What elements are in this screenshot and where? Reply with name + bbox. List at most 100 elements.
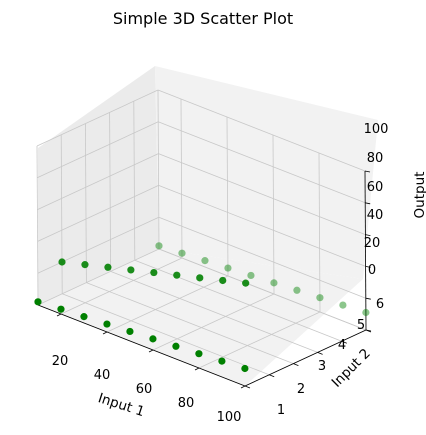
data-point — [149, 335, 157, 343]
y-tick-label: 1 — [277, 403, 285, 418]
x-tick-label: 40 — [94, 368, 111, 383]
data-point — [339, 301, 347, 309]
grid-line — [109, 112, 111, 272]
x-tick-label: 80 — [178, 396, 195, 411]
z-tick-label: 80 — [367, 151, 384, 166]
data-point — [103, 320, 111, 328]
z-tick-mark — [365, 202, 371, 205]
z-tick-mark — [365, 234, 371, 236]
grid-lines — [36, 89, 367, 387]
chart-title: Simple 3D Scatter Plot — [113, 9, 293, 28]
grid-line — [158, 153, 366, 235]
y-axis-line — [244, 329, 367, 387]
y-tick-mark — [317, 352, 323, 355]
tick-marks — [56, 170, 372, 389]
data-point — [241, 364, 249, 373]
grid-line — [36, 145, 39, 306]
grid-line — [158, 216, 366, 299]
grid-line — [198, 311, 321, 369]
grid-line — [110, 271, 318, 353]
data-point — [58, 258, 66, 266]
data-point — [270, 279, 278, 287]
grid-line — [60, 134, 63, 294]
data-point — [34, 298, 42, 306]
data-point — [155, 242, 163, 250]
x-tick-label: 100 — [217, 410, 242, 425]
x-tick-mark — [194, 367, 200, 371]
data-point — [127, 266, 135, 274]
data-point — [81, 261, 89, 269]
z-tick-label: 20 — [364, 236, 381, 251]
grid-line — [37, 216, 159, 274]
grid-line — [37, 121, 159, 179]
y-tick-label: 3 — [318, 359, 326, 374]
y-tick-label: 5 — [357, 318, 365, 333]
grid-line — [152, 293, 275, 351]
z-tick-label: 60 — [367, 180, 384, 195]
data-point — [57, 305, 65, 313]
x-axis-line — [37, 304, 246, 387]
data-point — [219, 276, 227, 285]
z-axis-line — [364, 170, 367, 331]
grid-line — [134, 259, 342, 342]
grid-line — [158, 248, 367, 331]
grid-line — [272, 134, 275, 295]
data-points — [34, 242, 370, 373]
data-point — [80, 313, 88, 321]
y-tick-mark — [244, 385, 251, 389]
y-tick-label: 2 — [297, 382, 305, 397]
axis-lines — [37, 170, 367, 387]
z-tick-mark — [365, 266, 371, 268]
grid-line — [158, 121, 366, 204]
y-tick-mark — [293, 363, 299, 366]
x-tick-mark — [56, 313, 62, 317]
y-tick-label: 4 — [338, 338, 346, 353]
z-axis-label: Output — [412, 172, 426, 219]
grid-line — [37, 185, 159, 242]
x-tick-mark — [240, 385, 246, 389]
data-point — [104, 263, 112, 271]
data-point — [218, 357, 226, 365]
data-point — [178, 249, 186, 257]
data-point — [173, 271, 181, 279]
data-point — [172, 342, 180, 350]
data-point — [224, 264, 232, 272]
grid-line — [318, 152, 321, 313]
grid-line — [36, 89, 159, 147]
x-tick-mark — [148, 349, 154, 353]
data-point — [242, 279, 250, 287]
grid-line — [157, 89, 160, 250]
grid-line — [60, 257, 183, 315]
z-tick-mark — [365, 297, 371, 300]
z-tick-label: 100 — [364, 122, 389, 137]
grid-line — [37, 153, 159, 210]
grid-line — [133, 101, 136, 261]
back-pane-right — [155, 66, 378, 279]
x-tick-mark — [102, 331, 108, 335]
z-tick-mark — [364, 170, 371, 173]
z-tick-mark — [365, 329, 372, 332]
data-point — [362, 308, 370, 317]
z-tick-label: 0 — [368, 263, 376, 278]
grid-line — [106, 275, 229, 333]
grid-line — [85, 123, 87, 283]
data-point — [196, 274, 204, 282]
y-tick-mark — [341, 340, 347, 344]
x-tick-labels: 20 40 60 80 100 — [52, 354, 242, 425]
grid-line — [180, 98, 183, 259]
data-point — [316, 294, 324, 302]
back-pane-left — [38, 66, 159, 305]
data-point — [126, 327, 134, 336]
y-tick-mark — [269, 374, 275, 378]
grid-line — [37, 248, 160, 306]
y-tick-labels: 1 2 3 4 5 6 — [277, 297, 384, 418]
grid-line — [158, 185, 366, 267]
y-tick-label: 6 — [376, 297, 384, 312]
grid-line — [157, 89, 366, 172]
z-tick-labels: 0 20 40 60 80 100 — [364, 122, 389, 278]
y-axis-label: Input 2 — [329, 346, 374, 391]
grid-line — [62, 293, 270, 376]
data-point — [247, 271, 255, 280]
data-point — [150, 268, 158, 277]
